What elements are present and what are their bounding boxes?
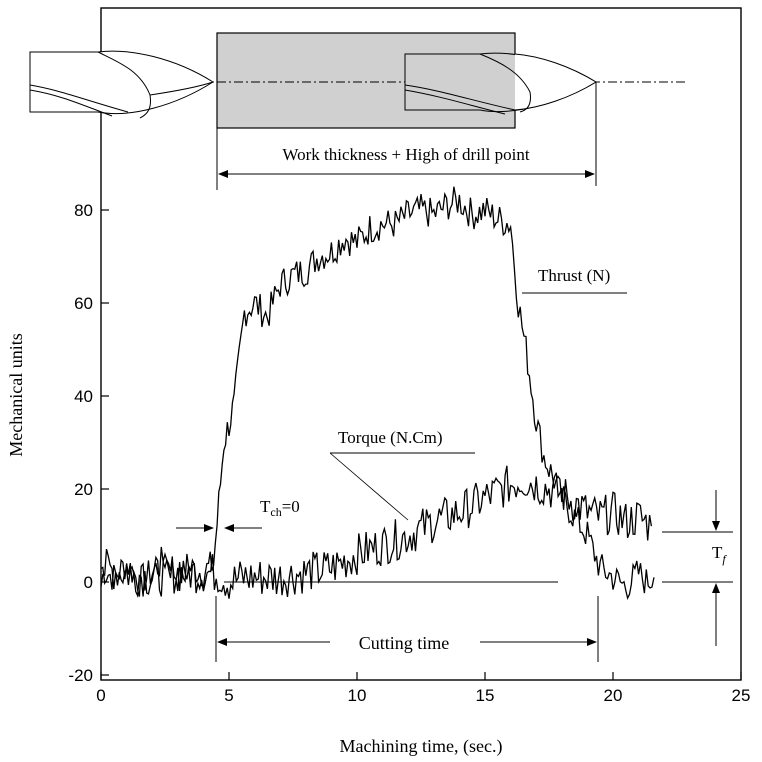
x-axis-title: Machining time, (sec.) (340, 736, 503, 757)
cutting-time-arrow-left (217, 638, 227, 646)
y-tick-label: 40 (74, 387, 93, 406)
thrust-series-line (100, 186, 655, 601)
x-tick-label: 25 (732, 686, 751, 705)
torque-label: Torque (N.Cm) (338, 428, 443, 447)
cutting-time-label-bg (330, 630, 480, 654)
y-axis: -20 0 20 40 60 80 (68, 201, 109, 685)
work-dimension-arrow-left (218, 170, 228, 178)
y-axis-title: Mechanical units (6, 333, 26, 456)
y-tick-label: 80 (74, 201, 93, 220)
tf-label: Tf (712, 543, 727, 566)
x-tick-label: 20 (604, 686, 623, 705)
y-tick-label: 20 (74, 480, 93, 499)
x-axis: 0 5 10 15 20 25 (96, 672, 750, 705)
drill-illustration-end (404, 52, 597, 115)
drill-illustration-start (29, 50, 214, 119)
x-tick-label: 10 (348, 686, 367, 705)
torque-label-leader (329, 452, 409, 521)
thrust-label: Thrust (N) (538, 266, 610, 285)
x-tick-label: 0 (96, 686, 105, 705)
work-dimension-arrow-right (585, 170, 595, 178)
tch-label: Tch=0 (260, 497, 300, 519)
x-tick-label: 15 (476, 686, 495, 705)
y-tick-label: 0 (84, 573, 93, 592)
work-dimension-label: Work thickness + High of drill point (282, 145, 529, 164)
torque-series-line (100, 465, 653, 599)
tf-arrow-down-head (712, 521, 720, 531)
x-tick-label: 5 (224, 686, 233, 705)
plot-frame (100, 7, 742, 681)
tch-arrow-right-head (224, 524, 234, 532)
cutting-time-arrow-right (587, 638, 597, 646)
y-tick-label: 60 (74, 294, 93, 313)
tf-arrow-up-head (712, 583, 720, 593)
tch-arrow-left-head (204, 524, 214, 532)
y-tick-label: -20 (68, 666, 93, 685)
cutting-time-label: Cutting time (359, 633, 450, 653)
